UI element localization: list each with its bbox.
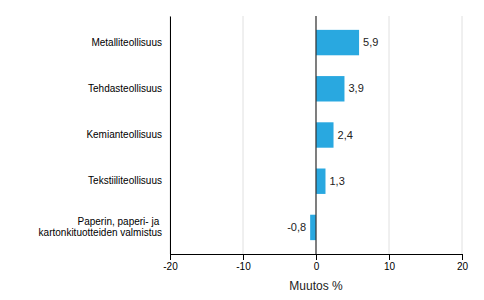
chart-svg: -20 -10 0 10 20 Paperin, paperi- ja kartonkit…	[0, 0, 484, 300]
zero-line	[315, 16, 316, 254]
y-tick-label-line: Kemianteollisuus	[86, 129, 162, 140]
y-tick-label-line: Tekstiiliteollisuus	[88, 175, 162, 186]
x-axis-line	[171, 255, 463, 261]
grid-line	[462, 16, 463, 254]
bar	[316, 76, 344, 101]
grid-line	[170, 16, 171, 254]
x-axis: -20 -10 0 10 20	[163, 254, 468, 272]
x-tick: 20	[457, 254, 469, 272]
x-tick-label: -10	[236, 261, 251, 272]
x-tick-label: 10	[384, 261, 396, 272]
x-tick-mark	[170, 254, 171, 260]
x-tick-mark	[389, 254, 390, 260]
x-tick-label: 0	[314, 261, 320, 272]
y-tick-label-line: Paperin, paperi- ja	[78, 216, 163, 227]
y-tick-label-line: Tehdasteollisuus	[88, 83, 162, 94]
y-tick: Kemianteollisuus	[86, 129, 162, 140]
bars	[310, 30, 359, 240]
x-tick: 10	[384, 254, 396, 272]
bar	[310, 215, 316, 240]
y-tick-label-line: Metalliteollisuus	[91, 37, 162, 48]
y-tick: Tekstiiliteollisuus	[88, 175, 162, 186]
x-tick-label: -20	[163, 261, 178, 272]
data-label: 5,9	[363, 36, 378, 48]
y-tick-label: Paperin, paperi- ja kartonkituotteiden v…	[39, 216, 162, 238]
chart-container: -20 -10 0 10 20 Paperin, paperi- ja kartonkit…	[0, 0, 484, 300]
grid-line	[316, 16, 317, 254]
grid-line	[243, 16, 244, 254]
bar	[316, 169, 325, 194]
grid	[170, 16, 462, 254]
y-tick-label: Kemianteollisuus	[86, 129, 162, 140]
data-label: 1,3	[329, 175, 344, 187]
x-tick: 0	[314, 254, 320, 272]
y-tick-label: Tehdasteollisuus	[88, 83, 162, 94]
bar	[316, 30, 359, 55]
data-labels: -0,8 1,3 2,4 3,9 5,9	[287, 36, 378, 233]
x-tick-mark	[462, 254, 463, 260]
x-tick: -20	[163, 254, 178, 272]
y-tick: Metalliteollisuus	[91, 37, 162, 48]
x-axis-title: Muutos %	[289, 279, 343, 293]
data-label: -0,8	[287, 221, 306, 233]
y-tick-label: Tekstiiliteollisuus	[88, 175, 162, 186]
y-axis: Paperin, paperi- ja kartonkituotteiden v…	[39, 17, 171, 255]
x-tick-mark	[316, 254, 317, 260]
grid-line	[389, 16, 390, 254]
x-tick: -10	[236, 254, 251, 272]
x-tick-mark	[243, 254, 244, 260]
bar	[316, 122, 334, 147]
data-label: 2,4	[338, 129, 353, 141]
x-tick-label: 20	[457, 261, 469, 272]
plot: -20 -10 0 10 20 Paperin, paperi- ja kartonkit…	[39, 16, 469, 272]
data-label: 3,9	[348, 82, 363, 94]
y-tick: Tehdasteollisuus	[88, 83, 162, 94]
y-axis-line	[170, 17, 171, 255]
y-tick-label-line: kartonkituotteiden valmistus	[39, 227, 162, 238]
y-tick-label: Metalliteollisuus	[91, 37, 162, 48]
y-tick: Paperin, paperi- ja kartonkituotteiden v…	[39, 216, 162, 238]
